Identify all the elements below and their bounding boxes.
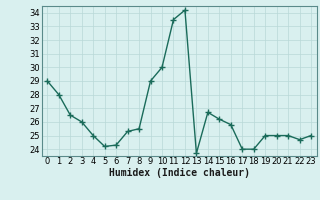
X-axis label: Humidex (Indice chaleur): Humidex (Indice chaleur)	[109, 168, 250, 178]
